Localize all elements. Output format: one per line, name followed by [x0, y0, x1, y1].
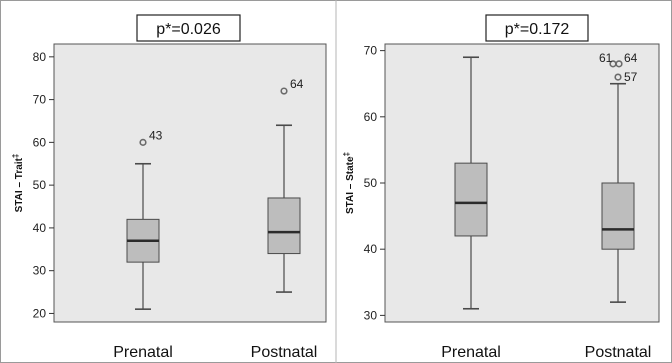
outlier-point [280, 87, 288, 95]
outlier-label: 57 [624, 70, 638, 84]
outlier-label: 61 [599, 51, 613, 65]
x-category-label: Postnatal [585, 344, 652, 361]
y-tick-label: 60 [33, 135, 47, 149]
outlier-label: 43 [149, 128, 163, 142]
x-category-label: Prenatal [113, 344, 173, 361]
y-axis-label-mark: ‡ [11, 154, 20, 158]
outlier-label: 64 [290, 77, 304, 91]
p-value-title: p*=0.026 [156, 21, 221, 38]
outlier-point [615, 60, 623, 68]
y-tick-label: 60 [364, 110, 378, 124]
box-postnatal [601, 182, 635, 250]
y-tick-label: 50 [33, 178, 47, 192]
y-tick-label: 40 [33, 221, 47, 235]
outlier-label: 64 [624, 51, 638, 65]
y-tick-label: 30 [33, 264, 47, 278]
p-value-box [485, 14, 589, 42]
p-value-box [136, 14, 241, 42]
p-value-title: p*=0.172 [505, 21, 570, 38]
plot-area-1 [53, 43, 327, 323]
y-axis-label: STAI – State‡ [342, 152, 356, 214]
y-tick-label: 30 [364, 308, 378, 322]
outlier-point [614, 73, 622, 81]
y-axis-label-mark: ‡ [342, 152, 351, 156]
y-tick-label: 70 [364, 44, 378, 58]
y-axis-label: STAI – Trait‡ [11, 154, 25, 213]
x-category-label: Prenatal [441, 344, 501, 361]
box-postnatal [267, 197, 301, 255]
y-tick-label: 40 [364, 242, 378, 256]
x-category-label: Postnatal [251, 344, 318, 361]
y-tick-label: 50 [364, 176, 378, 190]
y-tick-label: 80 [33, 50, 47, 64]
box-prenatal [454, 162, 488, 237]
outlier-point [139, 138, 147, 146]
y-tick-label: 20 [33, 306, 47, 320]
y-tick-label: 70 [33, 93, 47, 107]
